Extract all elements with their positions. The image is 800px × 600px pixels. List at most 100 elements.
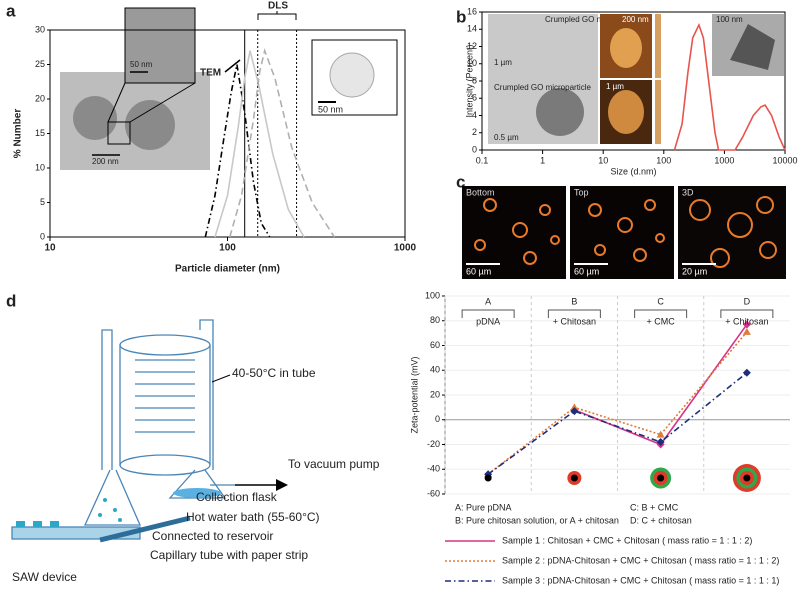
stage-bracket	[720, 309, 774, 318]
x-tick-label: 1000	[714, 155, 734, 165]
stage-label: pDNA	[476, 316, 500, 326]
scale-label: 60 µm	[574, 266, 599, 276]
droplets	[16, 498, 122, 527]
note: A: Pure pDNA	[455, 502, 512, 512]
particles	[474, 196, 777, 268]
diagram-label: 40-50°C in tube	[232, 366, 316, 380]
particle	[73, 96, 117, 140]
zoom-line	[107, 82, 126, 123]
particle-icon	[570, 474, 578, 482]
x-tick-label: 10	[598, 155, 608, 165]
y-tick-label: 20	[35, 93, 45, 103]
legend-label: Sample 3 : pDNA-Chitosan + CMC + Chitosa…	[502, 575, 779, 585]
arrow	[224, 59, 241, 73]
zoom-image	[124, 7, 196, 84]
diagram-label: Collection flask	[196, 490, 278, 504]
scale-label: 200 nm	[622, 15, 649, 24]
x-axis-label: Size (d.nm)	[610, 166, 656, 176]
confocal-images	[462, 186, 786, 279]
apparatus	[11, 319, 235, 543]
legend-label: Sample 2 : pDNA-Chitosan + CMC + Chitosa…	[502, 555, 779, 565]
scale-label: 1 µm	[494, 58, 512, 67]
x-tick-label: 100	[219, 243, 236, 254]
category-label: D	[744, 296, 751, 306]
y-tick-label: 0	[472, 144, 477, 154]
particle	[536, 88, 584, 136]
particle-icon	[484, 474, 492, 482]
y-tick-label: 0	[435, 414, 440, 424]
confocal-image	[570, 186, 674, 279]
inset-label: Crumpled GO microparticle	[494, 83, 591, 92]
inset-label: Crumpled GO nanoparticle	[545, 15, 641, 24]
category-label: A	[485, 296, 491, 306]
stage-label: + Chitosan	[725, 316, 768, 326]
y-tick-label: 80	[430, 315, 440, 325]
y-tick-label: 6	[472, 93, 477, 103]
y-tick-label: 15	[35, 128, 45, 138]
series-line	[574, 323, 748, 446]
series-line	[229, 47, 336, 238]
stage-label: + Chitosan	[553, 316, 596, 326]
y-tick-label: 4	[472, 110, 477, 120]
marker	[742, 327, 751, 335]
y-tick-label: 0	[40, 231, 45, 241]
scale-label: 1 µm	[606, 82, 624, 91]
scale-label: 50 nm	[318, 104, 343, 114]
scale-label: 100 nm	[716, 15, 743, 24]
particle-icon	[743, 474, 751, 482]
y-axis-label: Intensity (Percent)	[464, 44, 474, 117]
scale-label: 60 µm	[466, 266, 491, 276]
y-tick-label: 8	[472, 75, 477, 85]
marker	[742, 368, 751, 377]
view-label: 3D	[682, 187, 694, 197]
colorbar	[655, 80, 661, 144]
marker	[570, 407, 579, 416]
water	[173, 488, 221, 498]
view-label: Top	[574, 187, 589, 197]
scale-label: 20 µm	[682, 266, 707, 276]
y-tick-label: 14	[467, 24, 477, 34]
note: D: C + chitosan	[630, 515, 692, 525]
note: C: B + CMC	[630, 502, 679, 512]
y-tick-label: 5	[40, 197, 45, 207]
annotation: TEM	[200, 68, 221, 79]
particle-icon	[657, 474, 665, 482]
y-tick-label: 10	[467, 58, 477, 68]
stage-label: + CMC	[646, 316, 675, 326]
y-tick-label: 60	[430, 340, 440, 350]
marker	[742, 320, 751, 329]
panel-label: b	[456, 7, 466, 26]
y-tick-label: 30	[35, 24, 45, 34]
schematic-particle	[329, 52, 375, 98]
y-tick-label: -60	[427, 488, 440, 498]
x-tick-label: 10	[44, 243, 56, 254]
stage-bracket	[634, 309, 688, 318]
afm-particle	[610, 28, 642, 68]
y-tick-label: 12	[467, 41, 477, 51]
sheet	[730, 24, 775, 70]
x-tick-label: 1	[540, 155, 545, 165]
x-tick-label: 100	[656, 155, 671, 165]
x-tick-label: 10000	[772, 155, 797, 165]
x-axis-label: Particle diameter (nm)	[175, 264, 280, 275]
category-label: C	[657, 296, 664, 306]
zoom-line	[129, 82, 196, 123]
marker	[656, 438, 665, 447]
panel-label: c	[456, 172, 465, 191]
diagram-label: To vacuum pump	[288, 457, 380, 471]
stage-bracket	[547, 309, 601, 318]
x-tick-label: 0.1	[476, 155, 489, 165]
bracket	[257, 11, 297, 20]
category-label: B	[571, 296, 577, 306]
y-axis-label: Zeta-potential (mV)	[409, 356, 419, 433]
scale-label: 0.5 µm	[494, 133, 519, 142]
diagram-label: Hot water bath (55-60°C)	[186, 510, 320, 524]
y-axis-label: % Number	[13, 109, 24, 159]
y-tick-label: 40	[430, 365, 440, 375]
y-tick-label: 20	[430, 389, 440, 399]
diagram-label: SAW device	[12, 570, 77, 584]
x-tick-label: 1000	[394, 243, 417, 254]
y-tick-label: 100	[425, 290, 440, 300]
